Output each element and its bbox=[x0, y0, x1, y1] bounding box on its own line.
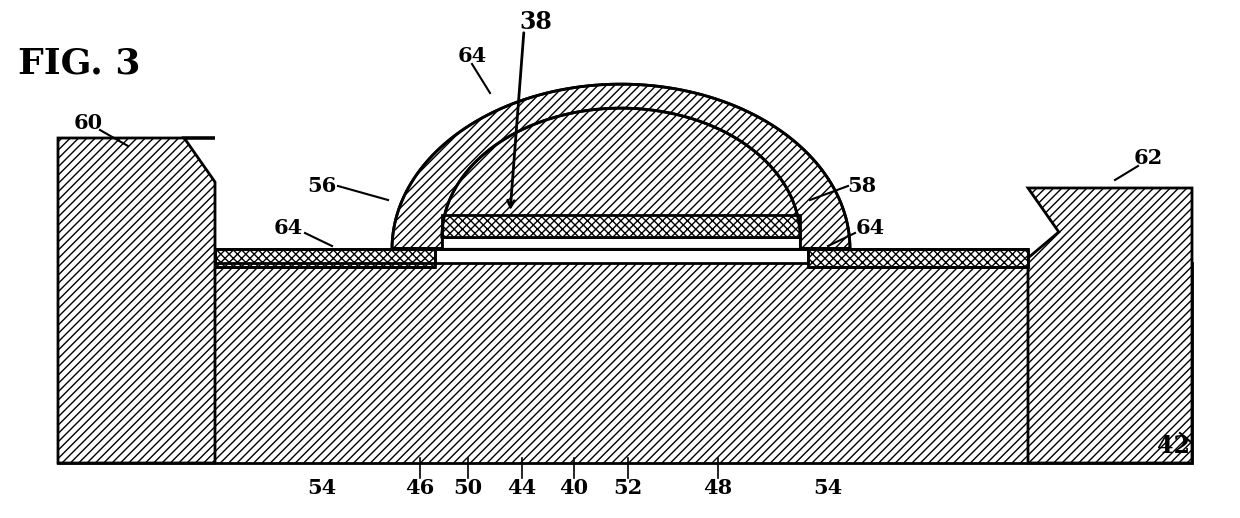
Text: 58: 58 bbox=[847, 176, 877, 196]
Text: 44: 44 bbox=[507, 478, 537, 498]
Polygon shape bbox=[1028, 188, 1192, 463]
Text: 52: 52 bbox=[614, 478, 642, 498]
Text: 50: 50 bbox=[454, 478, 482, 498]
Text: 62: 62 bbox=[1133, 148, 1163, 168]
Polygon shape bbox=[441, 108, 800, 237]
Text: 64: 64 bbox=[856, 218, 884, 238]
Text: 42: 42 bbox=[1157, 434, 1190, 458]
Polygon shape bbox=[58, 138, 215, 463]
Polygon shape bbox=[58, 263, 1192, 463]
Bar bbox=[441, 215, 800, 237]
Polygon shape bbox=[392, 84, 849, 249]
Text: FIG. 3: FIG. 3 bbox=[19, 46, 140, 80]
Text: 54: 54 bbox=[308, 478, 336, 498]
Text: 56: 56 bbox=[308, 176, 336, 196]
Text: 54: 54 bbox=[813, 478, 843, 498]
Text: 46: 46 bbox=[405, 478, 435, 498]
Text: 64: 64 bbox=[273, 218, 303, 238]
Bar bbox=[808, 249, 1028, 263]
Bar bbox=[441, 237, 800, 249]
Text: 64: 64 bbox=[458, 46, 486, 66]
Bar bbox=[808, 249, 1028, 267]
Text: 40: 40 bbox=[559, 478, 589, 498]
Text: 48: 48 bbox=[703, 478, 733, 498]
Polygon shape bbox=[58, 138, 215, 463]
Bar bbox=[215, 249, 435, 267]
Bar bbox=[215, 249, 435, 263]
Text: 38: 38 bbox=[520, 10, 553, 34]
Text: 60: 60 bbox=[73, 113, 103, 133]
